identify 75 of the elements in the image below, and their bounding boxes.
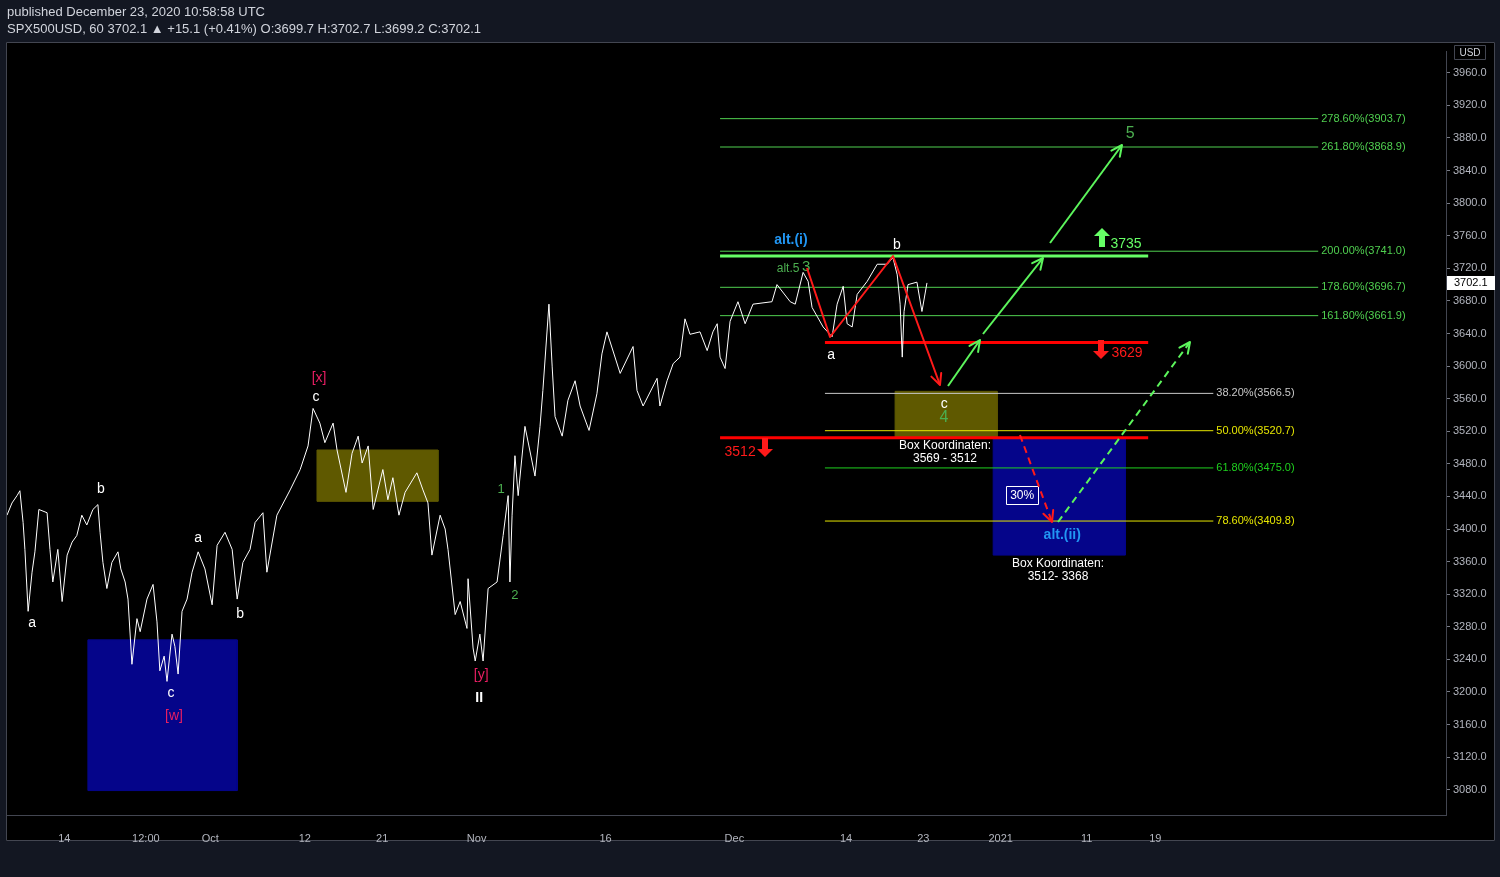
annotation: Box Koordinaten: 3512- 3368 xyxy=(1011,555,1105,583)
y-tick-label: 3560.0 xyxy=(1453,391,1487,404)
x-tick-label: 11 xyxy=(1080,831,1093,844)
series-label: 78.60%(3409.8) xyxy=(1216,514,1295,527)
y-tick-label: 3080.0 xyxy=(1453,782,1487,795)
y-tick-label: 3800.0 xyxy=(1453,196,1487,209)
annotation: b xyxy=(893,235,902,252)
x-tick-label: 14 xyxy=(58,831,71,844)
annotation: a xyxy=(28,614,37,631)
y-tick-label: 3320.0 xyxy=(1453,587,1487,600)
y-tick-label: 3240.0 xyxy=(1453,652,1487,665)
chart-subtitle: SPX500USD, 60 3702.1 ▲ +15.1 (+0.41%) O:3699.7 H:3702.7 L:3699.2 C:3702.1 xyxy=(7,21,481,36)
y-tick-label: 3680.0 xyxy=(1453,293,1487,306)
y-tick-label: 3120.0 xyxy=(1453,750,1487,763)
y-tick-label: 3600.0 xyxy=(1453,359,1487,372)
y-tick-label: 3920.0 xyxy=(1453,98,1487,111)
y-axis-title: USD xyxy=(1459,46,1481,58)
annotation: b xyxy=(236,604,245,621)
annotation: 2 xyxy=(511,586,519,602)
y-tick-label: 3880.0 xyxy=(1453,130,1487,143)
y-tick-label: 3960.0 xyxy=(1453,65,1487,78)
x-tick-label: 21 xyxy=(376,831,389,844)
series-label: 61.80%(3475.0) xyxy=(1216,460,1295,473)
y-tick-label: 3840.0 xyxy=(1453,163,1487,176)
annotation: c xyxy=(167,684,175,701)
y-tick-label: 3400.0 xyxy=(1453,522,1487,535)
text: 3702.1 xyxy=(1454,276,1488,289)
annotation: [y] xyxy=(473,665,489,682)
y-tick-label: 3640.0 xyxy=(1453,326,1487,339)
annotation: alt.(ii) xyxy=(1043,525,1081,542)
y-tick-label: 3720.0 xyxy=(1453,261,1487,274)
y-tick-label: 3440.0 xyxy=(1453,489,1487,502)
annotation: Box Koordinaten: 3569 - 3512 xyxy=(898,437,992,465)
annotation: [w] xyxy=(165,707,183,724)
annotation: alt.5 xyxy=(776,260,800,275)
series-label: 278.60%(3903.7) xyxy=(1321,111,1406,124)
annotation: a xyxy=(827,345,836,362)
x-tick-label: 2021 xyxy=(988,831,1013,844)
annotation: 4 xyxy=(939,408,949,426)
annotation: 3735 xyxy=(1110,234,1142,251)
annotation: 30% xyxy=(1010,487,1035,502)
y-tick-label: 3200.0 xyxy=(1453,685,1487,698)
annotation: [x] xyxy=(311,369,327,386)
annotation: a xyxy=(194,528,203,545)
x-tick-label: 14 xyxy=(839,831,853,844)
y-tick-label: 3160.0 xyxy=(1453,717,1487,730)
y-tick-label: 3520.0 xyxy=(1453,424,1487,437)
x-tick-label: 23 xyxy=(917,831,930,844)
annotation: 3 xyxy=(801,256,811,274)
annotation: 5 xyxy=(1125,124,1135,142)
annotation: II xyxy=(475,688,484,705)
chart-title: published December 23, 2020 10:58:58 UTC xyxy=(7,4,265,19)
x-tick-label: 12:00 xyxy=(132,831,160,844)
x-tick-label: 19 xyxy=(1149,831,1162,844)
y-tick-label: 3280.0 xyxy=(1453,619,1487,632)
series-label: 178.60%(3696.7) xyxy=(1321,280,1406,293)
annotation: 1 xyxy=(497,481,505,497)
x-tick-label: Dec xyxy=(724,831,745,844)
annotation: alt.(i) xyxy=(774,231,808,248)
series-label: 261.80%(3868.9) xyxy=(1321,140,1406,153)
y-tick-label: 3360.0 xyxy=(1453,554,1487,567)
x-tick-label: 12 xyxy=(298,831,311,844)
x-tick-label: Nov xyxy=(466,831,487,844)
x-tick-label: Oct xyxy=(201,831,219,844)
series-label: 38.20%(3566.5) xyxy=(1216,386,1295,399)
series-label: 50.00%(3520.7) xyxy=(1216,423,1295,436)
series-label: 161.80%(3661.9) xyxy=(1321,308,1406,321)
annotation: 3629 xyxy=(1111,344,1143,361)
y-tick-label: 3760.0 xyxy=(1453,228,1487,241)
annotation: c xyxy=(312,388,320,405)
annotation: b xyxy=(97,480,106,497)
y-tick-label: 3480.0 xyxy=(1453,456,1487,469)
annotation: 3512 xyxy=(724,442,756,459)
x-tick-label: 16 xyxy=(599,831,612,844)
series-label: 200.00%(3741.0) xyxy=(1321,244,1406,257)
